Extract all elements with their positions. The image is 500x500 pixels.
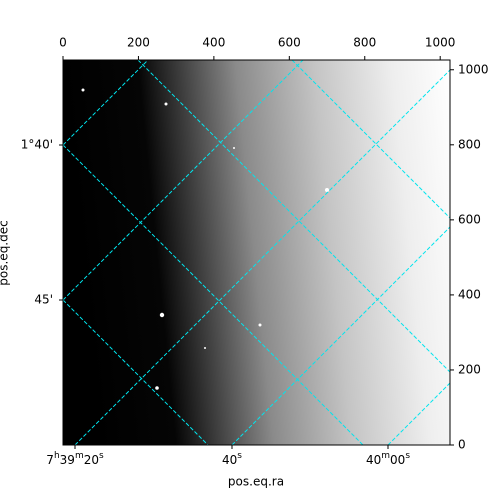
x-tick-label: 0 <box>59 36 67 50</box>
stars <box>81 88 329 390</box>
sky-image <box>63 60 450 445</box>
x-tick-label: 200 <box>127 36 150 50</box>
y-tick-label: 200 <box>458 362 481 376</box>
ra-tick-label: 40m00s <box>366 451 410 467</box>
y-tick-label: 800 <box>458 137 481 151</box>
ra-tick-label: 7h39m20s <box>46 451 104 467</box>
x-tick-label: 800 <box>353 36 376 50</box>
x-tick-label: 1000 <box>425 36 456 50</box>
dec-tick-label: 1°40' <box>21 138 53 152</box>
coordinate-grid <box>63 60 450 445</box>
y-tick-label: 600 <box>458 212 481 226</box>
dec-tick-label: 45' <box>34 293 53 307</box>
ra-tick-label: 40s <box>222 451 242 467</box>
plot-frame <box>62 59 451 446</box>
x-tick-label: 600 <box>278 36 301 50</box>
y-tick-label: 400 <box>458 287 481 301</box>
y-tick-label: 0 <box>458 438 466 452</box>
y-axis-label: pos.eq.dec <box>0 220 11 285</box>
x-tick-label: 400 <box>202 36 225 50</box>
y-tick-label: 1000 <box>458 62 489 76</box>
x-axis-label: pos.eq.ra <box>228 475 284 489</box>
